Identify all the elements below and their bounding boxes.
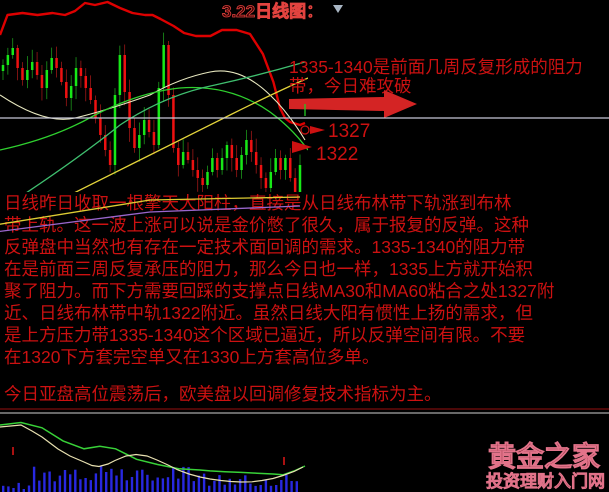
svg-text:1327: 1327 xyxy=(328,121,370,142)
svg-text:今日亚盘高位震荡后，欧美盘以回调修复技术指标为主。: 今日亚盘高位震荡后，欧美盘以回调修复技术指标为主。 xyxy=(4,384,442,404)
svg-text:近、日线布林带中轨1322附近。虽然日线大阳有惯性上扬的需求: 近、日线布林带中轨1322附近。虽然日线大阳有惯性上扬的需求，但 xyxy=(4,303,533,323)
svg-text:在是前面三周反复承压的阻力，那么今日也一样，1335上方就开: 在是前面三周反复承压的阻力，那么今日也一样，1335上方就开始积 xyxy=(4,259,533,279)
svg-text:3.22日线图：: 3.22日线图： xyxy=(222,1,323,21)
svg-text:反弹盘中当然也有存在一定技术面回调的需求。1335-1340: 反弹盘中当然也有存在一定技术面回调的需求。1335-1340的阻力带 xyxy=(4,237,525,257)
svg-text:在1320下方套完空单又在1330上方套高位多单。: 在1320下方套完空单又在1330上方套高位多单。 xyxy=(4,347,379,367)
svg-text:聚了阻力。而下方需要回踩的支撑点日线MA30和MA60粘合之: 聚了阻力。而下方需要回踩的支撑点日线MA30和MA60粘合之处1327附 xyxy=(4,281,554,301)
svg-text:黄金之家: 黄金之家 xyxy=(488,440,600,472)
svg-text:1322: 1322 xyxy=(316,144,358,165)
svg-text:1335-1340是前面几周反复形成的阻力: 1335-1340是前面几周反复形成的阻力 xyxy=(289,57,583,77)
svg-text:带，今日难攻破: 带，今日难攻破 xyxy=(289,76,412,96)
svg-text:日线昨日收取一根擎天大阳柱，直接是从日线布林带下轨涨到布林: 日线昨日收取一根擎天大阳柱，直接是从日线布林带下轨涨到布林 xyxy=(4,193,512,213)
svg-text:带上轨。这一波上涨可以说是金价憋了很久，属于报复的反弹。这种: 带上轨。这一波上涨可以说是金价憋了很久，属于报复的反弹。这种 xyxy=(4,215,529,235)
svg-text:是上方压力带1335-1340这个区域已逼近，所以反弹空间有: 是上方压力带1335-1340这个区域已逼近，所以反弹空间有限。不要 xyxy=(4,325,525,345)
svg-text:投资理财入门网: 投资理财入门网 xyxy=(486,471,605,491)
